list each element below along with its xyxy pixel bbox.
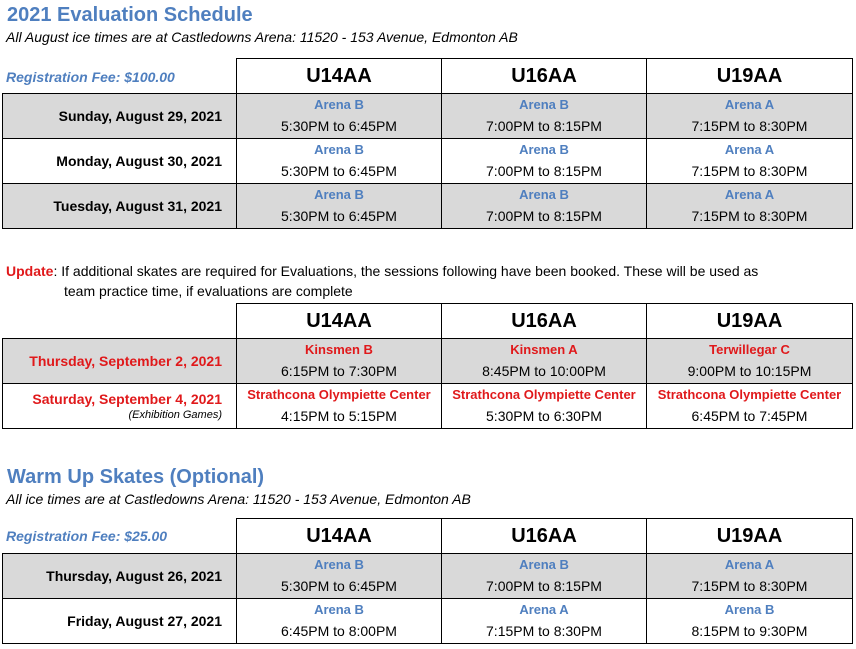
arena-name: Arena B: [314, 602, 364, 617]
session-time: 6:45PM to 7:45PM: [691, 408, 808, 424]
session-time: 7:15PM to 8:30PM: [691, 163, 808, 179]
arena-name: Arena A: [724, 97, 775, 112]
arena-name: Arena B: [724, 602, 775, 617]
session-time: 7:00PM to 8:15PM: [486, 163, 602, 179]
warmup-subtitle: All ice times are at Castledowns Arena: …: [6, 491, 471, 507]
arena-name: Arena B: [519, 187, 569, 202]
arena-name: Arena A: [724, 557, 775, 572]
schedule-date: Friday, August 27, 2021: [2, 598, 237, 644]
session-slot: Arena B 7:00PM to 8:15PM: [441, 93, 647, 139]
arena-name: Strathcona Olympiette Center: [657, 387, 842, 402]
session-time: 5:30PM to 6:45PM: [281, 208, 397, 224]
session-slot: Kinsmen A 8:45PM to 10:00PM: [441, 338, 647, 384]
date-label: Monday, August 30, 2021: [56, 153, 222, 169]
arena-name: Arena A: [724, 142, 775, 157]
arena-name: Arena B: [519, 557, 569, 572]
session-slot: Arena A 7:15PM to 8:30PM: [646, 553, 853, 599]
date-note: (Exhibition Games): [128, 409, 222, 421]
arena-name: Arena B: [314, 557, 364, 572]
arena-name: Kinsmen A: [510, 342, 578, 357]
session-slot: Arena A 7:15PM to 8:30PM: [441, 598, 647, 644]
session-time: 5:30PM to 6:45PM: [281, 163, 397, 179]
session-slot: Arena B 5:30PM to 6:45PM: [236, 93, 442, 139]
session-slot: Strathcona Olympiette Center 4:15PM to 5:…: [236, 383, 442, 429]
arena-name: Strathcona Olympiette Center: [247, 387, 431, 402]
update-line-1: : If additional skates are required for …: [53, 263, 759, 279]
session-time: 7:15PM to 8:30PM: [691, 118, 808, 134]
session-slot: Arena B 5:30PM to 6:45PM: [236, 138, 442, 184]
column-header-u16aa: U16AA: [441, 303, 647, 339]
column-header-u19aa: U19AA: [646, 303, 853, 339]
schedule-date: Saturday, September 4, 2021 (Exhibition G…: [2, 383, 237, 429]
session-time: 5:30PM to 6:45PM: [281, 578, 397, 594]
session-time: 4:15PM to 5:15PM: [281, 408, 397, 424]
arena-name: Arena B: [314, 142, 364, 157]
session-time: 6:45PM to 8:00PM: [281, 623, 397, 639]
evaluation-title: 2021 Evaluation Schedule: [7, 4, 253, 26]
session-slot: Arena B 5:30PM to 6:45PM: [236, 553, 442, 599]
schedule-date: Thursday, September 2, 2021: [2, 338, 237, 384]
date-label: Saturday, September 4, 2021: [32, 391, 222, 407]
schedule-date: Sunday, August 29, 2021: [2, 93, 237, 139]
arena-name: Terwillegar C: [709, 342, 790, 357]
session-time: 8:45PM to 10:00PM: [482, 363, 606, 379]
session-time: 7:00PM to 8:15PM: [486, 578, 602, 594]
warmup-title: Warm Up Skates (Optional): [7, 466, 265, 488]
session-slot: Terwillegar C 9:00PM to 10:15PM: [646, 338, 853, 384]
date-label: Sunday, August 29, 2021: [58, 108, 222, 124]
arena-name: Arena B: [519, 142, 569, 157]
arena-name: Arena A: [519, 602, 569, 617]
arena-name: Arena B: [314, 97, 364, 112]
column-header-u16aa: U16AA: [441, 518, 647, 554]
evaluation-fee: Registration Fee: $100.00: [6, 69, 175, 85]
column-header-u14aa: U14AA: [236, 518, 442, 554]
warmup-fee: Registration Fee: $25.00: [6, 528, 168, 544]
session-time: 7:15PM to 8:30PM: [691, 578, 808, 594]
column-header-u14aa: U14AA: [236, 303, 442, 339]
session-time: 7:00PM to 8:15PM: [486, 118, 602, 134]
arena-name: Arena B: [519, 97, 569, 112]
session-slot: Strathcona Olympiette Center 5:30PM to 6:…: [441, 383, 647, 429]
column-header-u19aa: U19AA: [646, 518, 853, 554]
session-time: 7:15PM to 8:30PM: [691, 208, 808, 224]
arena-name: Arena B: [314, 187, 364, 202]
arena-name: Strathcona Olympiette Center: [452, 387, 636, 402]
session-time: 6:15PM to 7:30PM: [281, 363, 397, 379]
session-slot: Arena B 7:00PM to 8:15PM: [441, 183, 647, 229]
schedule-date: Monday, August 30, 2021: [2, 138, 237, 184]
session-slot: Strathcona Olympiette Center 6:45PM to 7:…: [646, 383, 853, 429]
session-time: 5:30PM to 6:45PM: [281, 118, 397, 134]
column-header-u19aa: U19AA: [646, 58, 853, 94]
session-slot: Arena A 7:15PM to 8:30PM: [646, 183, 853, 229]
evaluation-subtitle: All August ice times are at Castledowns …: [6, 29, 518, 45]
update-note: Update: If additional skates are require…: [6, 261, 846, 301]
date-label: Thursday, August 26, 2021: [46, 568, 222, 584]
session-time: 5:30PM to 6:30PM: [486, 408, 602, 424]
date-label: Thursday, September 2, 2021: [29, 353, 222, 369]
date-label: Tuesday, August 31, 2021: [53, 198, 222, 214]
date-label: Friday, August 27, 2021: [67, 613, 222, 629]
update-line-2: team practice time, if evaluations are c…: [64, 283, 353, 299]
arena-name: Arena A: [724, 187, 775, 202]
schedule-date: Thursday, August 26, 2021: [2, 553, 237, 599]
session-slot: Arena A 7:15PM to 8:30PM: [646, 93, 853, 139]
schedule-date: Tuesday, August 31, 2021: [2, 183, 237, 229]
session-slot: Arena B 5:30PM to 6:45PM: [236, 183, 442, 229]
session-time: 7:15PM to 8:30PM: [486, 623, 602, 639]
session-slot: Arena B 6:45PM to 8:00PM: [236, 598, 442, 644]
session-slot: Kinsmen B 6:15PM to 7:30PM: [236, 338, 442, 384]
session-slot: Arena A 7:15PM to 8:30PM: [646, 138, 853, 184]
session-time: 7:00PM to 8:15PM: [486, 208, 602, 224]
column-header-u14aa: U14AA: [236, 58, 442, 94]
update-label: Update: [6, 263, 54, 279]
session-slot: Arena B 7:00PM to 8:15PM: [441, 138, 647, 184]
session-slot: Arena B 7:00PM to 8:15PM: [441, 553, 647, 599]
column-header-u16aa: U16AA: [441, 58, 647, 94]
arena-name: Kinsmen B: [305, 342, 373, 357]
session-slot: Arena B 8:15PM to 9:30PM: [646, 598, 853, 644]
session-time: 8:15PM to 9:30PM: [691, 623, 808, 639]
session-time: 9:00PM to 10:15PM: [687, 363, 812, 379]
